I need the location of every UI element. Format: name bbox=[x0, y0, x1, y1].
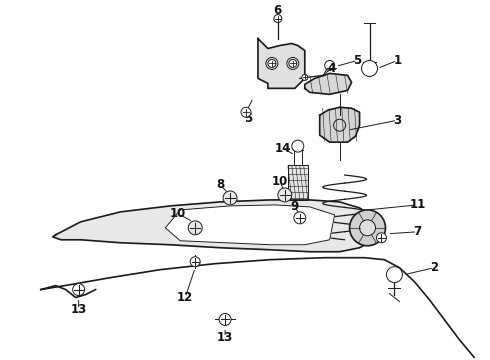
Text: 5: 5 bbox=[353, 54, 362, 67]
Circle shape bbox=[387, 267, 402, 283]
Text: 10: 10 bbox=[272, 175, 288, 189]
Text: 12: 12 bbox=[177, 291, 194, 304]
Circle shape bbox=[302, 75, 308, 80]
Circle shape bbox=[190, 257, 200, 267]
Text: 3: 3 bbox=[393, 114, 401, 127]
Text: 13: 13 bbox=[71, 303, 87, 316]
Circle shape bbox=[294, 212, 306, 224]
Circle shape bbox=[278, 188, 292, 202]
Text: 6: 6 bbox=[274, 4, 282, 17]
Text: 14: 14 bbox=[275, 141, 291, 155]
Text: 1: 1 bbox=[393, 54, 401, 67]
Circle shape bbox=[360, 220, 375, 236]
Circle shape bbox=[349, 210, 386, 246]
Circle shape bbox=[292, 140, 304, 152]
Circle shape bbox=[223, 191, 237, 205]
Polygon shape bbox=[305, 73, 352, 94]
FancyBboxPatch shape bbox=[294, 150, 302, 165]
Text: 11: 11 bbox=[409, 198, 425, 211]
Text: 7: 7 bbox=[413, 225, 421, 238]
Circle shape bbox=[73, 284, 85, 296]
Circle shape bbox=[362, 60, 377, 76]
Polygon shape bbox=[319, 107, 360, 142]
Circle shape bbox=[274, 15, 282, 23]
Circle shape bbox=[241, 107, 251, 117]
Text: 13: 13 bbox=[217, 331, 233, 344]
Polygon shape bbox=[258, 39, 305, 88]
FancyBboxPatch shape bbox=[288, 165, 308, 200]
Text: 10: 10 bbox=[170, 207, 186, 220]
Circle shape bbox=[289, 59, 297, 67]
Circle shape bbox=[219, 314, 231, 325]
Text: 4: 4 bbox=[327, 62, 336, 75]
Circle shape bbox=[188, 221, 202, 235]
Polygon shape bbox=[53, 200, 379, 252]
Circle shape bbox=[268, 59, 276, 67]
Text: 5: 5 bbox=[244, 112, 252, 125]
Text: 8: 8 bbox=[216, 179, 224, 192]
Text: 2: 2 bbox=[430, 261, 439, 274]
Polygon shape bbox=[165, 205, 335, 245]
Text: 9: 9 bbox=[291, 201, 299, 213]
Circle shape bbox=[376, 233, 387, 243]
